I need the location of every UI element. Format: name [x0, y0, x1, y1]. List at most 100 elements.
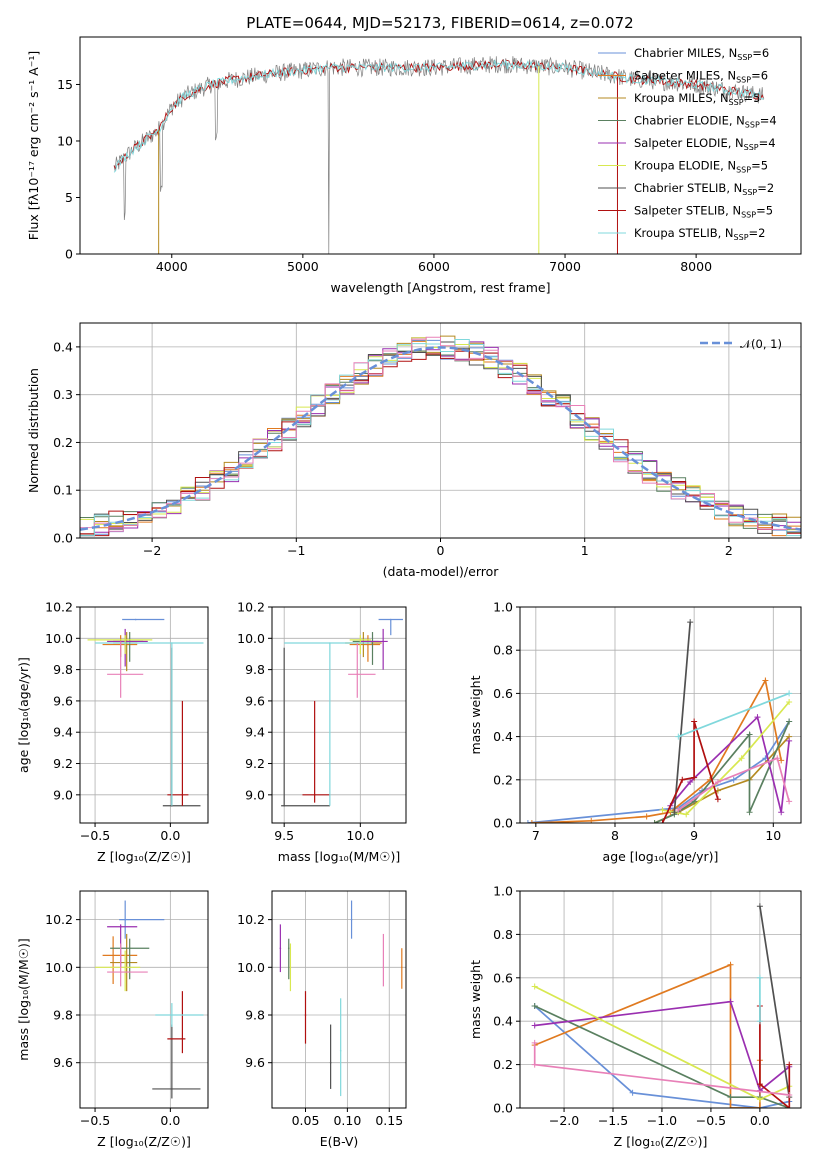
plot-area-weight-vs-Z — [531, 903, 793, 1108]
x-tick-label: −0.5 — [80, 1113, 110, 1128]
y-tick-label: 10.0 — [45, 631, 73, 646]
series-line-5 — [759, 906, 791, 1098]
series-marker — [683, 811, 690, 818]
series-marker — [727, 998, 734, 1005]
y-tick-label: 5 — [65, 190, 73, 205]
y-axis-label: mass [log₁₀(M/M☉)] — [16, 938, 31, 1060]
series-marker — [786, 690, 793, 697]
x-tick-label: 2 — [725, 543, 733, 558]
axes-weight-vs-Z: −2.0 −1.5 −1.0 −0.5 0.0 0.0 0.2 0.4 0.6 0.8 1.0 Z [… — [468, 884, 802, 1149]
legend-entry-sub: SSP — [742, 188, 757, 197]
y-tick-label: 9.8 — [53, 662, 73, 677]
ticks-weight-vs-Z: −2.0 −1.5 −1.0 −0.5 0.0 0.0 0.2 0.4 0.6 0.8 1.0 — [493, 884, 770, 1129]
x-tick-label: 4000 — [156, 259, 188, 274]
plot-area-weight-vs-age — [524, 619, 793, 823]
axes-residuals: −2 −1 0 1 2 0.0 0.1 0.2 0.3 0.4 (data-model)/error… — [26, 322, 802, 579]
series-marker — [531, 983, 538, 990]
x-tick-label: 0.0 — [160, 1113, 180, 1128]
x-tick-label: −0.5 — [696, 1113, 726, 1128]
x-axis-label: age [log₁₀(age/yr)] — [603, 849, 719, 864]
axes-age-vs-Z: −0.5 0.0 9.0 9.2 9.4 9.6 9.8 10.0 10.2 Z [log₁₀(Z… — [16, 600, 209, 864]
data-point — [283, 804, 285, 807]
x-tick-label: 7000 — [549, 259, 581, 274]
series-marker — [756, 1081, 763, 1088]
legend-entry-sub: SSP — [734, 233, 749, 242]
legend-entry-tail: =5 — [751, 159, 768, 173]
x-axis-label: mass [log₁₀(M/M☉)] — [278, 849, 400, 864]
series-marker — [671, 809, 678, 816]
legend-entry-sub: SSP — [729, 98, 744, 107]
series-marker — [756, 974, 763, 981]
series-marker — [778, 809, 785, 816]
data-point — [112, 954, 114, 957]
series-line-1 — [531, 677, 783, 823]
data-point — [356, 673, 359, 676]
series-marker — [651, 820, 658, 823]
plot-area-mass-vs-Z — [95, 900, 204, 1099]
grid-mass-vs-ebv — [272, 891, 406, 1108]
y-tick-label: 0.0 — [493, 816, 513, 831]
ticks-mass-vs-Z: −0.5 0.0 9.6 9.8 10.0 10.2 — [45, 912, 180, 1128]
y-tick-label: 9.4 — [53, 725, 73, 740]
y-tick-label: 0.0 — [493, 1101, 513, 1116]
series-marker — [746, 809, 753, 816]
axes-mass-vs-Z: −0.5 0.0 9.6 9.8 10.0 10.2 Z [log₁₀(Z/Z☉)] mass… — [16, 890, 209, 1149]
series-marker — [756, 1105, 763, 1108]
axes-frame — [79, 606, 209, 824]
x-axis-label: Z [log₁₀(Z/Z☉)] — [614, 1134, 708, 1149]
data-point — [119, 971, 122, 973]
series-marker — [714, 796, 721, 803]
data-point — [329, 1061, 332, 1064]
data-point — [313, 794, 316, 796]
series-line-6 — [673, 622, 692, 813]
y-tick-label: 0.2 — [53, 435, 73, 450]
y-tick-label: 10.2 — [237, 600, 265, 615]
y-axis-label: Normed distribution — [26, 368, 41, 493]
ticks-residuals: −2 −1 0 1 2 0.0 0.1 0.2 0.3 0.4 — [53, 339, 733, 558]
series-marker — [727, 1094, 734, 1101]
x-tick-label: 0.15 — [375, 1113, 403, 1128]
y-tick-label: 0.6 — [493, 970, 513, 985]
legend-entry-tail: =5 — [744, 91, 761, 105]
series-line-0 — [534, 1005, 790, 1108]
plot-area-age-vs-Z — [87, 618, 204, 807]
series-marker — [524, 820, 531, 823]
series-marker — [691, 718, 698, 725]
legend-entry-tail: =4 — [759, 136, 776, 150]
series-marker — [687, 778, 694, 785]
legend-entry-tail: =6 — [751, 69, 768, 83]
data-point — [124, 639, 126, 641]
x-tick-label: 9.5 — [274, 828, 294, 843]
series-marker — [531, 1061, 538, 1068]
y-tick-label: 0.4 — [493, 1014, 513, 1029]
data-point — [181, 794, 184, 796]
data-point — [367, 643, 369, 646]
grid-mass-vs-Z — [80, 891, 208, 1108]
y-tick-label: 10 — [57, 133, 73, 148]
legend-entry: Kroupa MILES, NSSP=5 — [634, 91, 760, 107]
data-point — [134, 618, 137, 621]
legend-entry-sub: SSP — [744, 143, 759, 152]
axes-weight-vs-age: 7 8 9 10 0.0 0.2 0.4 0.6 0.8 1.0 age [log₁₀(age/yr… — [468, 600, 802, 864]
axes-frame — [519, 606, 802, 824]
y-tick-label: 1.0 — [493, 884, 513, 899]
data-point — [359, 639, 362, 641]
legend-entry: Kroupa ELODIE, NSSP=5 — [634, 159, 768, 175]
x-tick-label: 0 — [437, 543, 445, 558]
legend-entry-tail: =2 — [757, 181, 774, 195]
axes-age-vs-mass: 9.5 10.0 9.0 9.2 9.4 9.6 9.8 10.0 10.2 mass [log₁… — [237, 600, 407, 864]
x-tick-label: 7 — [532, 828, 540, 843]
series-marker — [675, 733, 682, 740]
series-marker — [786, 699, 793, 706]
x-tick-label: 5000 — [287, 259, 319, 274]
y-tick-label: 9.6 — [245, 1055, 265, 1070]
series-marker — [659, 807, 666, 814]
legend-entry: Salpeter STELIB, NSSP=5 — [634, 204, 773, 220]
x-tick-label: 8 — [611, 828, 619, 843]
residuals-legend: 𝒩(0, 1) — [700, 337, 782, 351]
grid-age-vs-mass — [272, 606, 406, 823]
legend-entry-main: Salpeter MILES, N — [634, 69, 736, 83]
series-marker — [531, 1039, 538, 1046]
series-marker — [691, 774, 698, 781]
